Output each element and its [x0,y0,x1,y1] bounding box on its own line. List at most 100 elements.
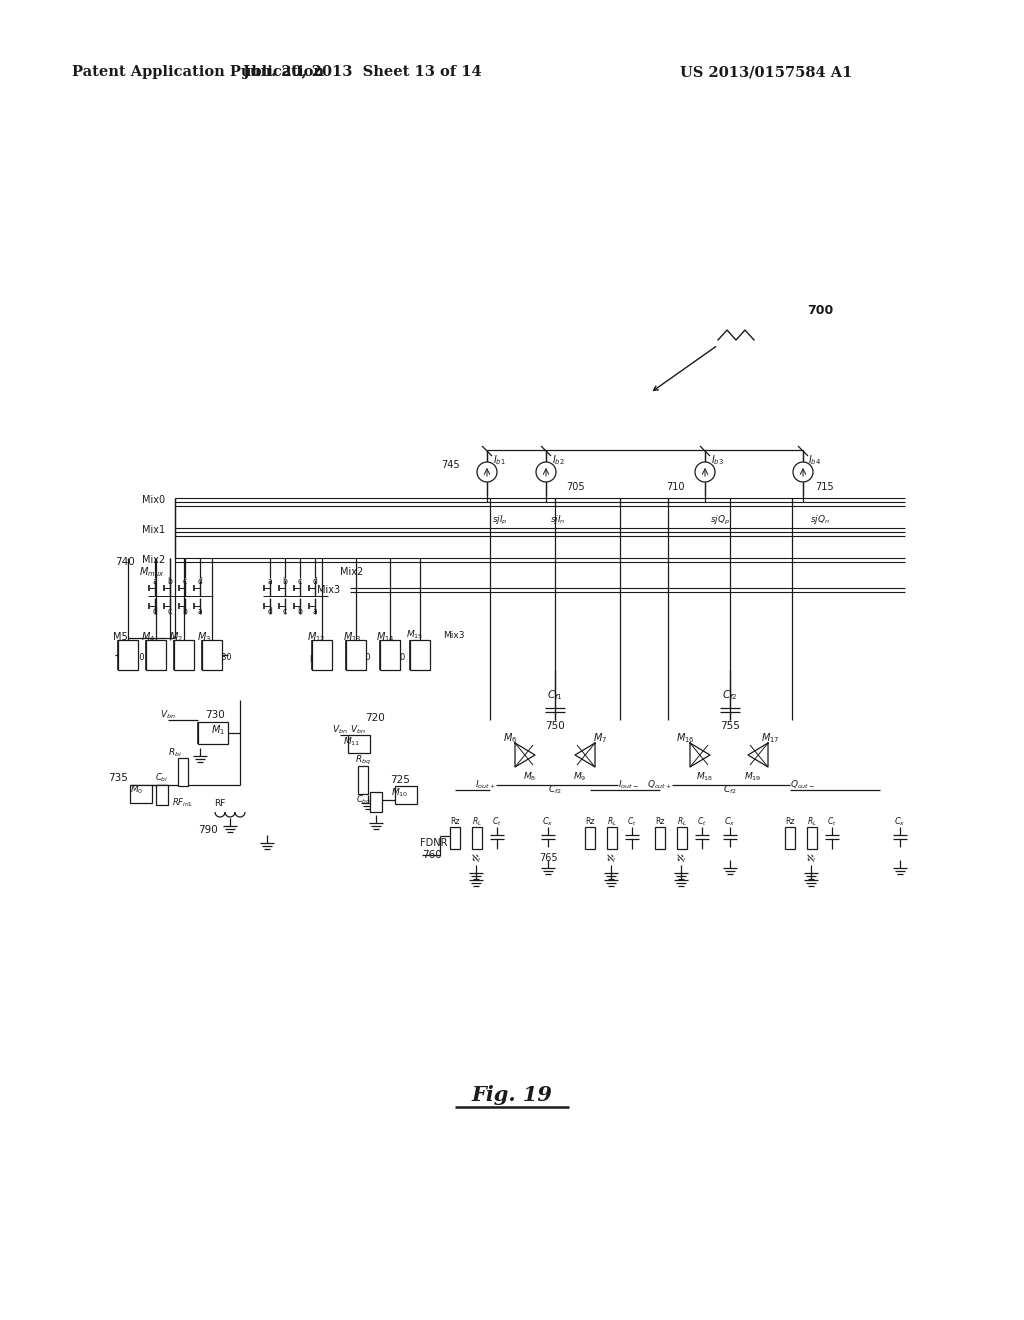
Text: ph90: ph90 [309,652,331,661]
Text: $M_1$: $M_1$ [211,723,225,737]
Text: a: a [153,577,158,586]
Text: b: b [298,606,302,615]
Text: c: c [168,606,172,615]
Text: Mix1: Mix1 [142,525,165,535]
Bar [358,766,368,795]
Bar [410,640,430,671]
Bar [807,828,817,849]
Text: $V_{bn}$: $V_{bn}$ [350,723,366,737]
Text: $M_{13}$: $M_{13}$ [343,630,361,644]
Text: $\aleph_I$: $\aleph_I$ [806,853,816,865]
Bar [607,828,617,849]
Text: $sjI_n$: $sjI_n$ [550,513,565,527]
Text: ph270: ph270 [345,652,372,661]
Bar [312,640,332,671]
Text: $R_L$: $R_L$ [607,816,617,828]
Bar [395,785,417,804]
Text: $M_{10}$: $M_{10}$ [391,787,409,799]
Text: $M_{14}$: $M_{14}$ [376,630,394,644]
Text: 710: 710 [667,482,685,492]
Text: $R_L$: $R_L$ [472,816,482,828]
Text: $M_4$: $M_4$ [141,630,156,644]
Text: Rz: Rz [586,817,595,826]
Text: $M_{19}$: $M_{19}$ [744,771,762,783]
Circle shape [695,462,715,482]
Text: $Q_{out-}$: $Q_{out-}$ [790,779,815,791]
Text: FDNR: FDNR [420,838,447,847]
Text: $M_{mux}$: $M_{mux}$ [139,565,165,579]
Text: $\aleph_I$: $\aleph_I$ [676,853,686,865]
Text: $I_{b4}$: $I_{b4}$ [808,453,821,467]
Text: 705: 705 [566,482,585,492]
Text: $M_6$: $M_6$ [503,731,517,744]
Text: $C_t$: $C_t$ [697,816,707,828]
Text: RF: RF [214,799,225,808]
Bar [118,640,138,671]
Bar [146,640,166,671]
Text: b: b [283,577,288,586]
Text: 735: 735 [109,774,128,783]
Bar [450,828,460,849]
Text: d: d [312,577,317,586]
Text: $M_{12}$: $M_{12}$ [307,630,326,644]
Bar [156,785,168,805]
Text: $M_{11}$: $M_{11}$ [343,735,360,748]
Circle shape [477,462,497,482]
Text: $C_t$: $C_t$ [627,816,637,828]
Bar [655,828,665,849]
Bar [198,722,228,744]
Text: d: d [153,606,158,615]
Text: M5: M5 [113,632,127,642]
Text: b: b [168,577,172,586]
Polygon shape [690,743,710,767]
Bar [346,640,366,671]
Text: $C_{f1}$: $C_{f1}$ [547,688,563,702]
Text: $C_x$: $C_x$ [894,816,905,828]
Bar [677,828,687,849]
Text: Patent Application Publication: Patent Application Publication [72,65,324,79]
Text: 715: 715 [815,482,834,492]
Text: $M_{16}$: $M_{16}$ [676,731,694,744]
Text: $C_{f2}$: $C_{f2}$ [722,688,738,702]
Text: ph0: ph0 [150,652,165,661]
Polygon shape [575,743,595,767]
Text: $I_{b2}$: $I_{b2}$ [552,453,564,467]
Text: $M_{15}$: $M_{15}$ [407,628,424,642]
Text: 765: 765 [539,853,557,863]
Text: c: c [183,577,187,586]
Text: 725: 725 [390,775,410,785]
Text: $C_t$: $C_t$ [493,816,502,828]
Text: c: c [298,577,302,586]
Text: Mix0: Mix0 [142,495,165,506]
Bar [380,640,400,671]
Text: Mix3: Mix3 [443,631,465,639]
Text: $Q_{out+}$: $Q_{out+}$ [647,779,672,791]
Text: a: a [312,606,317,615]
Bar [174,640,194,671]
Text: c: c [283,606,287,615]
Text: $C_x$: $C_x$ [543,816,554,828]
Text: a: a [198,606,203,615]
Text: 790: 790 [198,825,218,836]
Text: $\aleph_I$: $\aleph_I$ [606,853,616,865]
Text: $M_8$: $M_8$ [523,771,537,783]
Text: ph90: ph90 [384,652,406,661]
Text: d: d [198,577,203,586]
Text: $R_L$: $R_L$ [807,816,817,828]
Text: $sjQ_n$: $sjQ_n$ [810,513,829,527]
Text: Rz: Rz [451,817,460,826]
Text: $M_9$: $M_9$ [573,771,587,783]
Text: 755: 755 [720,721,740,731]
Text: 760: 760 [422,850,441,861]
Bar [585,828,595,849]
Text: $M_7$: $M_7$ [593,731,607,744]
Text: $R_{bi}$: $R_{bi}$ [168,747,182,759]
Bar [130,785,152,803]
Text: $M_3$: $M_3$ [197,630,211,644]
Bar [785,828,795,849]
Text: 740: 740 [116,557,135,568]
Text: 745: 745 [441,459,460,470]
Text: d: d [267,606,272,615]
Text: $sjI_p$: $sjI_p$ [493,513,508,527]
Text: $M_2$: $M_2$ [169,630,183,644]
